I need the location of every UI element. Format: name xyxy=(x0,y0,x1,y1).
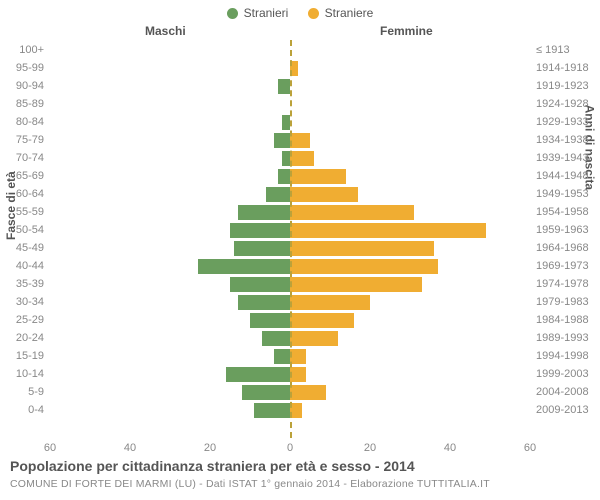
birth-years-label: 1954-1958 xyxy=(536,206,589,218)
bar-male xyxy=(282,151,290,166)
birth-years-label: 1924-1928 xyxy=(536,98,589,110)
column-title-male: Maschi xyxy=(145,24,186,38)
birth-years-label: 2004-2008 xyxy=(536,386,589,398)
bar-female xyxy=(290,367,306,382)
age-group-label: 85-89 xyxy=(16,98,44,110)
bar-male xyxy=(198,259,290,274)
bar-female xyxy=(290,349,306,364)
bar-male xyxy=(278,79,290,94)
age-group-label: 30-34 xyxy=(16,296,44,308)
birth-years-label: 1999-2003 xyxy=(536,368,589,380)
bar-male xyxy=(262,331,290,346)
center-divider xyxy=(290,40,292,438)
bar-female xyxy=(290,385,326,400)
bar-female xyxy=(290,277,422,292)
bar-female xyxy=(290,295,370,310)
age-group-label: 0-4 xyxy=(28,404,44,416)
age-group-label: 25-29 xyxy=(16,314,44,326)
age-group-label: 40-44 xyxy=(16,260,44,272)
bar-male xyxy=(274,133,290,148)
birth-years-label: 1944-1948 xyxy=(536,170,589,182)
x-axis-tick: 40 xyxy=(444,442,456,454)
bar-female xyxy=(290,223,486,238)
age-group-label: 55-59 xyxy=(16,206,44,218)
bar-female xyxy=(290,259,438,274)
bar-male xyxy=(238,205,290,220)
bar-female xyxy=(290,313,354,328)
bar-male xyxy=(238,295,290,310)
bar-female xyxy=(290,187,358,202)
bar-male xyxy=(234,241,290,256)
bar-male xyxy=(278,169,290,184)
birth-years-label: 1974-1978 xyxy=(536,278,589,290)
birth-years-label: 1979-1983 xyxy=(536,296,589,308)
age-group-label: 50-54 xyxy=(16,224,44,236)
birth-years-label: 1989-1993 xyxy=(536,332,589,344)
bar-male xyxy=(242,385,290,400)
birth-years-label: 1949-1953 xyxy=(536,188,589,200)
bar-female xyxy=(290,151,314,166)
x-axis-tick: 60 xyxy=(44,442,56,454)
population-pyramid-plot: 100+≤ 191395-991914-191890-941919-192385… xyxy=(50,40,530,440)
legend-swatch-female xyxy=(308,8,319,19)
bar-female xyxy=(290,169,346,184)
age-group-label: 95-99 xyxy=(16,62,44,74)
birth-years-label: 1969-1973 xyxy=(536,260,589,272)
x-axis-tick: 20 xyxy=(204,442,216,454)
birth-years-label: 1914-1918 xyxy=(536,62,589,74)
age-group-label: 75-79 xyxy=(16,134,44,146)
age-group-label: 60-64 xyxy=(16,188,44,200)
birth-years-label: 1939-1943 xyxy=(536,152,589,164)
birth-years-label: ≤ 1913 xyxy=(536,44,570,56)
bar-male xyxy=(266,187,290,202)
age-group-label: 90-94 xyxy=(16,80,44,92)
legend-label-male: Stranieri xyxy=(244,6,289,20)
bar-female xyxy=(290,133,310,148)
birth-years-label: 2009-2013 xyxy=(536,404,589,416)
x-axis: 6040200204060 xyxy=(50,438,530,458)
age-group-label: 65-69 xyxy=(16,170,44,182)
birth-years-label: 1919-1923 xyxy=(536,80,589,92)
x-axis-tick: 0 xyxy=(287,442,293,454)
legend-item-female: Straniere xyxy=(308,6,374,20)
age-group-label: 80-84 xyxy=(16,116,44,128)
birth-years-label: 1959-1963 xyxy=(536,224,589,236)
bar-female xyxy=(290,331,338,346)
bar-male xyxy=(274,349,290,364)
legend: Stranieri Straniere xyxy=(0,6,600,22)
age-group-label: 35-39 xyxy=(16,278,44,290)
legend-item-male: Stranieri xyxy=(227,6,289,20)
bar-male xyxy=(282,115,290,130)
age-group-label: 70-74 xyxy=(16,152,44,164)
age-group-label: 10-14 xyxy=(16,368,44,380)
age-group-label: 20-24 xyxy=(16,332,44,344)
birth-years-label: 1964-1968 xyxy=(536,242,589,254)
bar-male xyxy=(226,367,290,382)
chart-caption: Popolazione per cittadinanza straniera p… xyxy=(10,458,415,474)
chart-subcaption: COMUNE DI FORTE DEI MARMI (LU) - Dati IS… xyxy=(10,478,490,490)
bar-male xyxy=(230,223,290,238)
bar-male xyxy=(254,403,290,418)
x-axis-tick: 60 xyxy=(524,442,536,454)
birth-years-label: 1934-1938 xyxy=(536,134,589,146)
age-group-label: 45-49 xyxy=(16,242,44,254)
column-title-female: Femmine xyxy=(380,24,433,38)
bar-male xyxy=(250,313,290,328)
birth-years-label: 1929-1933 xyxy=(536,116,589,128)
bar-female xyxy=(290,241,434,256)
bar-female xyxy=(290,205,414,220)
x-axis-tick: 40 xyxy=(124,442,136,454)
bar-male xyxy=(230,277,290,292)
x-axis-tick: 20 xyxy=(364,442,376,454)
age-group-label: 5-9 xyxy=(28,386,44,398)
legend-swatch-male xyxy=(227,8,238,19)
birth-years-label: 1994-1998 xyxy=(536,350,589,362)
age-group-label: 100+ xyxy=(19,44,44,56)
age-group-label: 15-19 xyxy=(16,350,44,362)
birth-years-label: 1984-1988 xyxy=(536,314,589,326)
legend-label-female: Straniere xyxy=(325,6,374,20)
